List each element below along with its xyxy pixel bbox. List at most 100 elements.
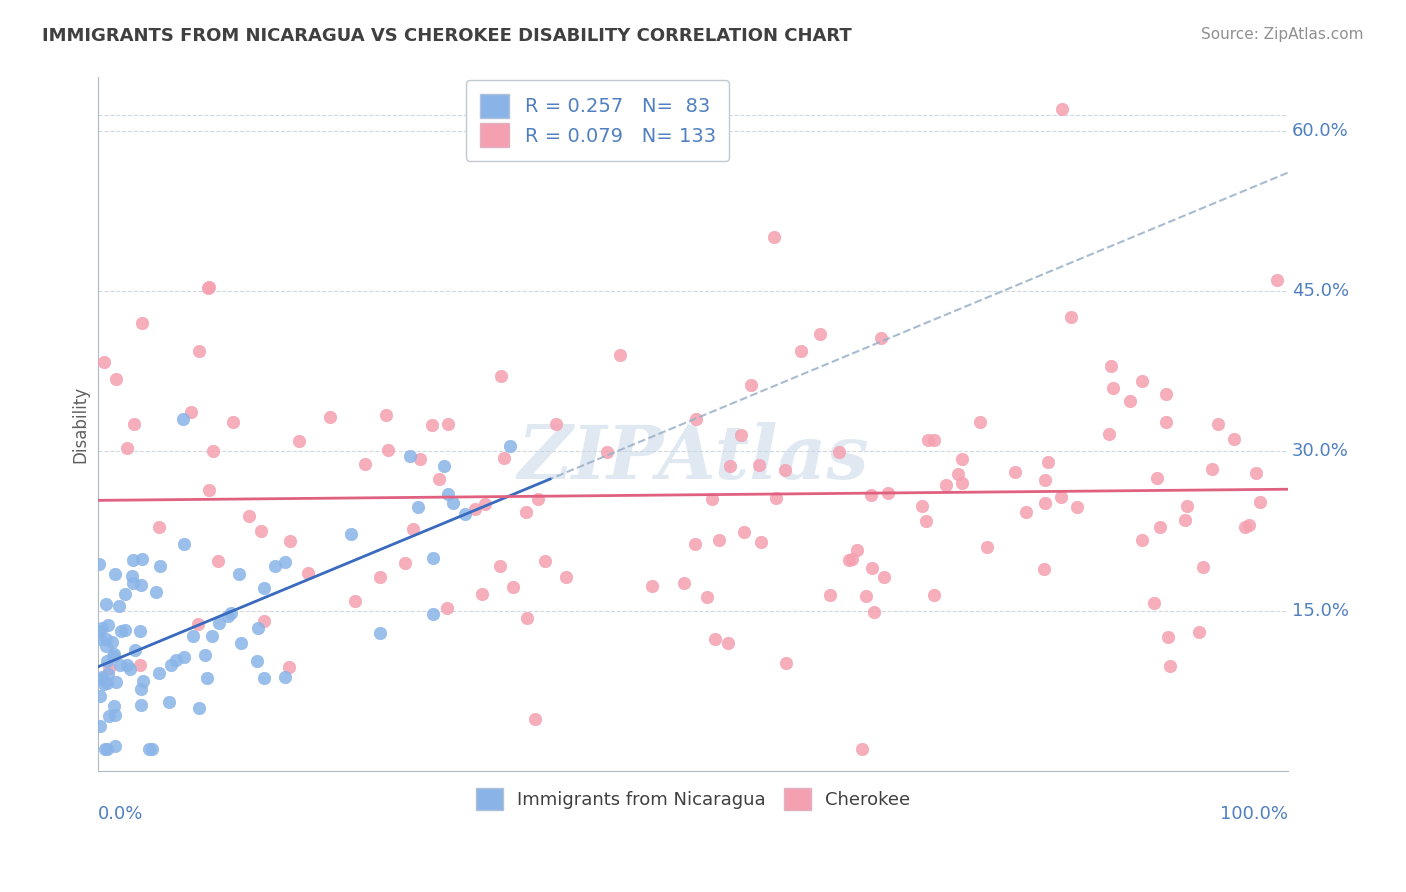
Point bbox=[1156, 631, 1178, 645]
Point bbox=[148, 666, 170, 681]
Point bbox=[96, 742, 118, 756]
Point bbox=[1188, 625, 1211, 640]
Text: 15.0%: 15.0% bbox=[1292, 602, 1348, 620]
Point bbox=[264, 559, 287, 574]
Point bbox=[97, 661, 120, 675]
Point bbox=[253, 671, 276, 685]
Point bbox=[197, 671, 219, 685]
Point bbox=[1206, 417, 1229, 431]
Point bbox=[219, 606, 242, 620]
Point bbox=[596, 445, 619, 459]
Text: 30.0%: 30.0% bbox=[1292, 442, 1348, 459]
Point bbox=[353, 457, 375, 471]
Y-axis label: Disability: Disability bbox=[72, 385, 89, 463]
Point bbox=[238, 509, 260, 524]
Point bbox=[733, 524, 755, 539]
Point bbox=[194, 648, 217, 663]
Point bbox=[876, 486, 898, 500]
Point bbox=[138, 742, 160, 756]
Point bbox=[94, 598, 117, 612]
Point bbox=[297, 566, 319, 581]
Point bbox=[1154, 387, 1177, 401]
Point bbox=[108, 599, 131, 613]
Point bbox=[1174, 513, 1197, 527]
Point bbox=[288, 434, 311, 448]
Point bbox=[775, 656, 797, 670]
Point bbox=[683, 536, 706, 550]
Point bbox=[250, 524, 273, 538]
Point bbox=[278, 660, 301, 674]
Point bbox=[454, 507, 477, 521]
Point bbox=[368, 570, 391, 584]
Text: 45.0%: 45.0% bbox=[1292, 282, 1350, 300]
Point bbox=[1066, 500, 1088, 515]
Point bbox=[131, 673, 153, 688]
Point bbox=[1099, 359, 1122, 373]
Point bbox=[1265, 273, 1288, 287]
Point bbox=[402, 522, 425, 536]
Point bbox=[527, 491, 550, 506]
Point bbox=[773, 463, 796, 477]
Point bbox=[340, 526, 363, 541]
Point bbox=[394, 556, 416, 570]
Point bbox=[1175, 500, 1198, 514]
Point bbox=[94, 632, 117, 646]
Point bbox=[274, 555, 297, 569]
Point bbox=[187, 616, 209, 631]
Legend: Immigrants from Nicaragua, Cherokee: Immigrants from Nicaragua, Cherokee bbox=[461, 773, 925, 824]
Point bbox=[935, 478, 957, 492]
Point bbox=[1050, 491, 1073, 505]
Point bbox=[422, 550, 444, 565]
Point bbox=[433, 459, 456, 474]
Point bbox=[96, 640, 118, 654]
Point bbox=[96, 654, 118, 668]
Point bbox=[104, 372, 127, 386]
Point bbox=[1038, 454, 1060, 468]
Point bbox=[695, 591, 717, 605]
Point bbox=[427, 472, 450, 486]
Point bbox=[228, 567, 250, 582]
Point bbox=[946, 467, 969, 481]
Text: 100.0%: 100.0% bbox=[1220, 805, 1288, 823]
Point bbox=[97, 618, 120, 632]
Point bbox=[122, 575, 145, 590]
Point bbox=[1060, 310, 1083, 324]
Point bbox=[969, 415, 991, 429]
Point bbox=[515, 506, 537, 520]
Point bbox=[422, 607, 444, 622]
Point bbox=[201, 629, 224, 643]
Point bbox=[97, 666, 120, 681]
Point bbox=[103, 647, 125, 661]
Point bbox=[278, 533, 301, 548]
Point bbox=[198, 483, 221, 497]
Point bbox=[922, 588, 945, 602]
Point bbox=[748, 458, 770, 473]
Point bbox=[207, 554, 229, 568]
Point bbox=[641, 579, 664, 593]
Point bbox=[841, 552, 863, 566]
Point bbox=[709, 533, 731, 547]
Point bbox=[129, 658, 152, 673]
Point bbox=[869, 331, 891, 345]
Point bbox=[246, 654, 269, 668]
Point bbox=[398, 449, 420, 463]
Point bbox=[950, 475, 973, 490]
Point bbox=[406, 500, 429, 514]
Point bbox=[89, 624, 111, 638]
Point bbox=[122, 417, 145, 431]
Point bbox=[1004, 465, 1026, 479]
Point bbox=[1192, 560, 1215, 574]
Point bbox=[101, 649, 124, 664]
Point bbox=[89, 690, 111, 704]
Point bbox=[718, 459, 741, 474]
Point bbox=[157, 695, 180, 709]
Point bbox=[145, 584, 167, 599]
Point bbox=[110, 624, 132, 639]
Point bbox=[872, 570, 894, 584]
Point bbox=[96, 676, 118, 690]
Point bbox=[915, 514, 938, 528]
Point bbox=[187, 700, 209, 714]
Point bbox=[1222, 432, 1244, 446]
Point bbox=[436, 600, 458, 615]
Point bbox=[609, 348, 631, 362]
